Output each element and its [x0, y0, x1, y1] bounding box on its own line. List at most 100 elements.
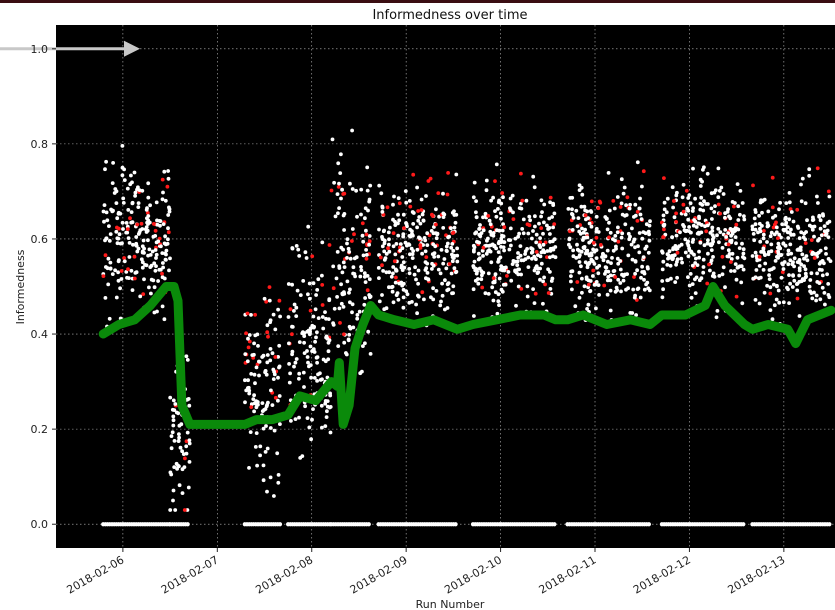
- scatter-point: [311, 281, 316, 286]
- scatter-point: [265, 323, 270, 328]
- scatter-point: [665, 196, 670, 201]
- scatter-point: [812, 290, 816, 295]
- scatter-point-highlight: [625, 195, 630, 200]
- scatter-point: [318, 378, 323, 382]
- scatter-point: [632, 295, 637, 300]
- scatter-point: [605, 248, 610, 253]
- scatter-point: [570, 228, 575, 232]
- scatter-point: [681, 182, 686, 187]
- scatter-point: [687, 225, 691, 229]
- scatter-point: [791, 273, 795, 277]
- scatter-point: [145, 216, 149, 221]
- scatter-point: [817, 267, 822, 272]
- scatter-point: [293, 360, 298, 365]
- scatter-point-highlight: [641, 169, 646, 174]
- scatter-point: [293, 417, 298, 421]
- scatter-point-highlight: [266, 334, 270, 339]
- scatter-point: [443, 307, 447, 312]
- scatter-point: [342, 265, 347, 269]
- scatter-point: [613, 238, 617, 243]
- scatter-point: [589, 224, 594, 229]
- scatter-point: [628, 234, 632, 239]
- scatter-point: [103, 296, 108, 300]
- scatter-point: [787, 273, 791, 277]
- scatter-point: [581, 235, 586, 240]
- scatter-point-highlight: [598, 243, 603, 247]
- scatter-point: [126, 208, 131, 212]
- scatter-point: [268, 426, 273, 430]
- scatter-point: [476, 257, 481, 262]
- scatter-point: [647, 232, 651, 237]
- scatter-point: [637, 231, 642, 235]
- scatter-point: [169, 434, 174, 438]
- scatter-point: [750, 227, 755, 232]
- scatter-point: [399, 263, 404, 268]
- scatter-point: [613, 234, 618, 238]
- scatter-point: [723, 228, 728, 232]
- scatter-point: [824, 252, 828, 256]
- scatter-point: [638, 295, 643, 300]
- scatter-point: [776, 249, 780, 254]
- scatter-point: [152, 285, 157, 290]
- scatter-point: [410, 256, 415, 260]
- scatter-point: [526, 231, 531, 236]
- scatter-point: [272, 428, 277, 433]
- scatter-point: [501, 234, 506, 239]
- scatter-point: [386, 230, 391, 235]
- scatter-point: [347, 332, 352, 337]
- scatter-point: [358, 274, 363, 279]
- scatter-point: [792, 264, 796, 269]
- scatter-point: [257, 373, 261, 378]
- scatter-point: [357, 309, 362, 314]
- scatter-point: [634, 313, 638, 317]
- scatter-point: [115, 236, 120, 241]
- scatter-point-highlight: [416, 209, 420, 213]
- scatter-point: [382, 307, 387, 312]
- scatter-point: [761, 246, 766, 251]
- scatter-point: [594, 280, 599, 284]
- scatter-point: [366, 329, 371, 334]
- scatter-point: [738, 189, 743, 193]
- scatter-point: [637, 250, 642, 255]
- scatter-point: [180, 491, 185, 495]
- scatter-point: [527, 214, 532, 219]
- scatter-point: [639, 275, 643, 280]
- scatter-point: [738, 212, 742, 217]
- x-tick-label: 2018-02-12: [631, 553, 693, 596]
- scatter-point: [727, 252, 732, 256]
- chart-title: Informedness over time: [372, 8, 527, 23]
- scatter-point-highlight: [493, 179, 497, 184]
- scatter-point: [668, 263, 673, 268]
- scatter-point: [768, 285, 773, 290]
- scatter-point: [594, 306, 598, 311]
- scatter-point: [400, 255, 405, 259]
- scatter-point: [686, 275, 690, 279]
- scatter-point: [570, 212, 575, 217]
- scatter-point: [501, 195, 505, 200]
- scatter-point: [823, 302, 827, 307]
- scatter-point: [264, 424, 268, 428]
- scatter-point: [531, 287, 535, 291]
- scatter-point: [637, 206, 642, 211]
- scatter-point-highlight: [704, 229, 709, 234]
- scatter-point: [690, 240, 695, 244]
- scatter-point: [415, 311, 419, 316]
- scatter-point: [163, 198, 168, 203]
- scatter-point: [753, 222, 758, 227]
- scatter-point: [777, 300, 782, 305]
- scatter-point: [510, 193, 515, 198]
- scatter-point: [713, 188, 718, 193]
- scatter-point: [704, 202, 709, 206]
- scatter-point: [700, 179, 704, 184]
- scatter-point: [154, 252, 159, 257]
- scatter-point: [508, 196, 513, 201]
- scatter-point-highlight: [795, 207, 800, 212]
- x-tick-label: 2018-02-09: [348, 553, 410, 596]
- scatter-point: [710, 233, 715, 238]
- scatter-point: [534, 240, 539, 245]
- scatter-point: [452, 266, 457, 271]
- scatter-point-highlight: [327, 243, 332, 247]
- scatter-point: [720, 246, 725, 250]
- scatter-point: [480, 248, 485, 253]
- scatter-point: [553, 245, 558, 249]
